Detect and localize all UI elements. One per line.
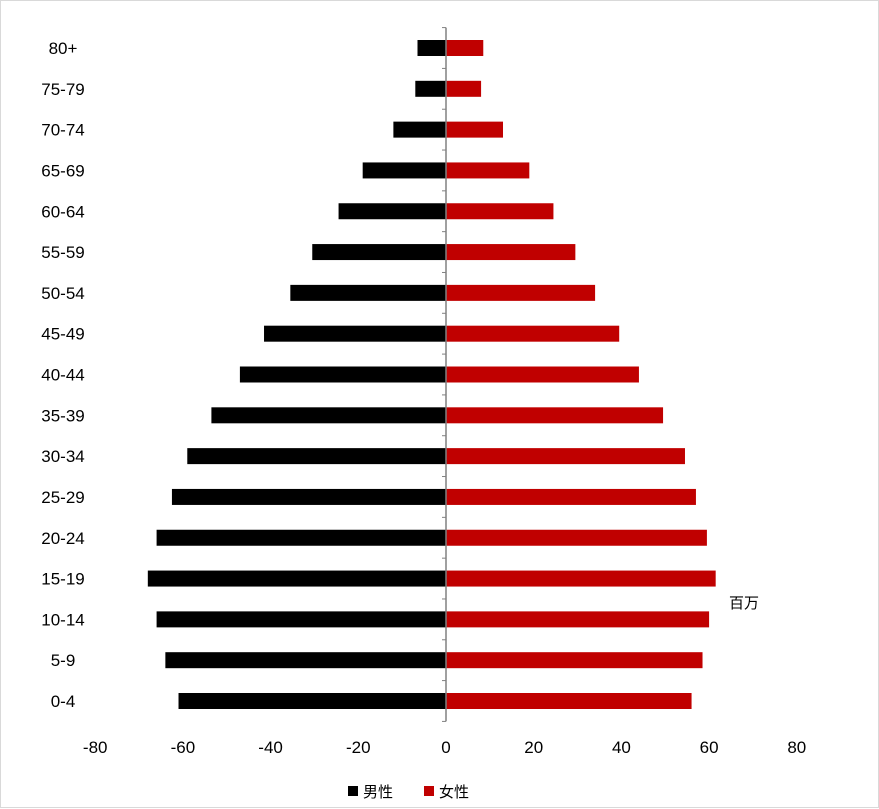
x-tick-label: 80 [787,738,806,757]
y-tick-label: 65-69 [41,161,84,180]
bar-female-10-14 [446,611,710,628]
x-tick-label: 60 [700,738,719,757]
y-tick-label: 50-54 [41,284,84,303]
x-tick-label: 20 [524,738,543,757]
y-tick-label: 40-44 [41,366,84,385]
bar-female-25-29 [446,488,696,505]
bar-female-45-49 [446,325,620,342]
bar-male-25-29 [171,488,446,505]
bar-male-10-14 [156,611,446,628]
y-tick-label: 45-49 [41,325,84,344]
bar-male-60-64 [338,203,446,220]
bar-female-50-54 [446,284,596,301]
bar-female-40-44 [446,366,639,383]
y-tick-label: 25-29 [41,488,84,507]
bar-female-55-59 [446,244,576,261]
legend: 男性 女性 [348,783,469,801]
bar-male-35-39 [211,407,446,424]
legend-label-female: 女性 [439,783,469,801]
bar-male-75-79 [415,80,446,97]
bar-male-55-59 [312,244,446,261]
y-tick-label: 75-79 [41,80,84,99]
legend-label-male: 男性 [363,783,393,801]
x-tick-label: 40 [612,738,631,757]
bar-male-70-74 [393,121,446,138]
bar-female-35-39 [446,407,664,424]
bar-female-60-64 [446,203,554,220]
x-tick-label: -40 [258,738,283,757]
y-tick-label: 20-24 [41,529,84,548]
center-axis-group [442,27,447,722]
y-tick-label: 60-64 [41,202,84,221]
unit-label: 百万 [729,594,759,612]
y-tick-label: 55-59 [41,243,84,262]
bar-male-5-9 [165,652,447,669]
bars-group [147,40,716,709]
bar-male-0-4 [178,693,446,709]
bar-male-50-54 [290,284,446,301]
y-tick-labels: 0-4 5-9 10-14 15-19 20-24 25-29 30-34 35-39 40-4… [41,39,84,711]
bar-male-20-24 [156,529,446,546]
bar-male-15-19 [147,570,446,587]
y-tick-label: 5-9 [51,651,76,670]
bar-male-30-34 [187,448,446,465]
y-tick-label: 10-14 [41,610,84,629]
bar-female-65-69 [446,162,530,179]
y-tick-label: 35-39 [41,406,84,425]
bar-male-65-69 [362,162,446,179]
x-tick-label: -20 [346,738,371,757]
bar-female-30-34 [446,448,685,465]
x-tick-label: -60 [171,738,196,757]
bar-female-5-9 [446,652,703,669]
x-tick-labels: -80 -60 -40 -20 0 20 40 60 80 [83,738,806,757]
y-tick-label: 0-4 [51,692,76,711]
bar-male-45-49 [264,325,446,342]
bar-female-15-19 [446,570,716,587]
bar-female-80+ [446,40,484,56]
y-tick-label: 80+ [49,39,78,58]
y-tick-label: 30-34 [41,447,84,466]
bar-female-70-74 [446,121,504,138]
bar-male-80+ [417,40,446,56]
bar-female-20-24 [446,529,707,546]
bar-female-75-79 [446,80,482,97]
y-tick-label: 70-74 [41,121,84,140]
x-tick-label: 0 [441,738,450,757]
bar-male-40-44 [239,366,446,383]
legend-swatch-female [424,786,434,796]
legend-swatch-male [348,786,358,796]
x-tick-label: -80 [83,738,108,757]
bar-female-0-4 [446,693,692,709]
y-tick-label: 15-19 [41,570,84,589]
